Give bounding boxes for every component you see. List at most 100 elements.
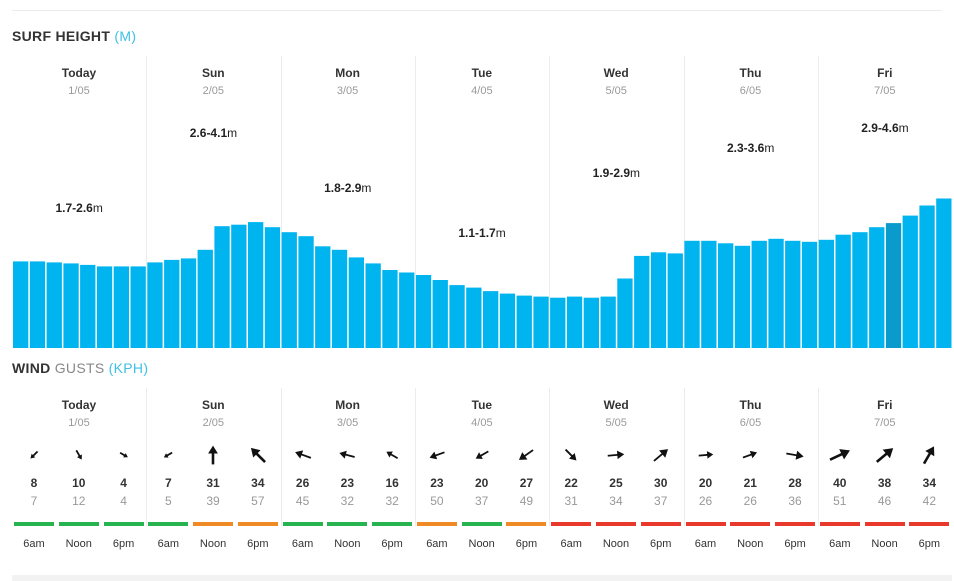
day-date: 6/05	[739, 417, 762, 429]
wind-entry: 34 57 6pm	[236, 388, 280, 558]
surf-title-text: SURF HEIGHT	[12, 28, 111, 44]
day-name: Mon	[335, 398, 360, 412]
day-date: 4/05	[471, 85, 493, 97]
surf-bar	[80, 264, 96, 348]
wind-direction-arrow-icon	[370, 442, 414, 468]
surf-range-unit: m	[630, 165, 641, 180]
surf-bar	[130, 266, 146, 348]
wind-speed: 28	[788, 476, 802, 490]
wind-unit: (KPH)	[108, 360, 149, 376]
wind-time: 6am	[694, 538, 717, 550]
wind-direction-arrow-icon	[460, 442, 504, 468]
surf-bar	[63, 263, 79, 348]
surf-height-title: SURF HEIGHT (M)	[12, 28, 136, 44]
surf-day-tue: Tue 4/05	[415, 56, 549, 348]
wind-speed: 23	[430, 476, 444, 490]
surf-bar	[46, 262, 62, 348]
wind-gust: 5	[164, 494, 172, 508]
wind-gust: 36	[788, 494, 802, 508]
surf-range-label: 1.9-2.9m	[593, 166, 640, 180]
wind-entry: 38 46 Noon	[863, 388, 907, 558]
surf-bar	[684, 240, 700, 348]
day-date: 1/05	[68, 85, 90, 97]
day-name: Sun	[201, 66, 225, 80]
surf-bar	[533, 296, 549, 348]
wind-speed: 10	[72, 476, 86, 490]
wind-rating-bar	[685, 522, 726, 526]
surf-bar	[147, 262, 163, 348]
wind-entry: 22 31 6am	[549, 388, 593, 558]
wind-rating-bar	[282, 522, 323, 526]
wind-direction-arrow-icon	[57, 442, 101, 468]
day-name: Sun	[201, 398, 225, 412]
wind-gust: 34	[609, 494, 623, 508]
day-name: Fri	[877, 66, 893, 80]
wind-direction-arrow-icon	[236, 442, 280, 468]
wind-time: 6pm	[650, 538, 672, 550]
surf-bar	[801, 241, 818, 348]
day-divider	[683, 56, 685, 348]
wind-gust: 51	[833, 494, 847, 508]
surf-range-value: 1.7-2.6	[55, 201, 93, 216]
wind-rating-bar	[103, 522, 144, 526]
surf-range-unit: m	[92, 201, 103, 216]
day-name: Tue	[471, 66, 493, 80]
surf-bar	[348, 257, 364, 348]
wind-rating-bar	[461, 522, 502, 526]
top-divider	[12, 10, 942, 11]
wind-speed: 8	[30, 476, 38, 490]
wind-entry: 4 4 6pm	[102, 388, 146, 558]
surf-bar	[499, 293, 516, 348]
surf-bar	[902, 215, 918, 348]
wind-time: Noon	[334, 538, 361, 550]
wind-speed: 22	[564, 476, 578, 490]
wind-rating-bar	[327, 522, 368, 526]
wind-entry: 26 45 6am	[281, 388, 325, 558]
surf-bar	[869, 227, 885, 348]
wind-rating-bar	[237, 522, 278, 526]
wind-subtitle: GUSTS	[54, 360, 105, 376]
surf-bar	[13, 261, 29, 348]
surf-bar	[315, 246, 331, 348]
day-divider	[549, 388, 551, 526]
wind-day-sun: Sun 2/05	[146, 388, 280, 526]
wind-forecast: Today 1/05 Sun 2/05 Mon 3/05 Tue 4/05 Wed 5/05 Thu…	[12, 388, 952, 550]
wind-day-tue: Tue 4/05	[415, 388, 549, 526]
wind-rating-bar	[864, 522, 905, 526]
surf-bar	[113, 266, 129, 348]
wind-rating-bar	[416, 522, 457, 526]
wind-time: 6pm	[112, 538, 135, 550]
surf-range-value: 2.9-4.6	[861, 120, 899, 135]
wind-direction-arrow-icon	[773, 442, 817, 468]
wind-gust: 37	[474, 494, 489, 508]
wind-gust: 46	[877, 494, 892, 508]
surf-bar	[298, 236, 314, 348]
day-date: 1/05	[68, 417, 90, 429]
surf-range-value: 2.6-4.1	[189, 125, 228, 140]
day-divider	[817, 56, 819, 348]
surf-range-unit: m	[227, 125, 238, 140]
wind-rating-bar	[372, 522, 413, 526]
wind-rating-bar	[640, 522, 681, 526]
surf-bar	[264, 227, 281, 348]
surf-range-label: 1.1-1.7m	[458, 226, 505, 240]
wind-time: Noon	[602, 538, 630, 550]
wind-gusts-title: WIND GUSTS (KPH)	[12, 360, 148, 376]
surf-bar	[852, 232, 868, 348]
wind-day-mon: Mon 3/05	[281, 388, 415, 526]
day-divider	[549, 56, 551, 348]
surf-bar	[415, 275, 432, 348]
wind-entry: 21 26 Noon	[728, 388, 772, 558]
surf-unit: (M)	[114, 28, 137, 44]
wind-time: Noon	[871, 538, 898, 550]
surf-bar	[885, 223, 902, 348]
surf-bar	[768, 238, 784, 348]
surf-bar	[432, 280, 448, 348]
wind-time: Noon	[737, 538, 764, 550]
wind-entry: 30 37 6pm	[639, 388, 683, 558]
wind-gust: 50	[430, 494, 444, 508]
day-date: 3/05	[336, 85, 359, 97]
wind-entry: 31 39 Noon	[191, 388, 235, 558]
wind-day-today: Today 1/05	[12, 388, 146, 526]
surf-range-label: 2.6-4.1m	[190, 126, 237, 140]
